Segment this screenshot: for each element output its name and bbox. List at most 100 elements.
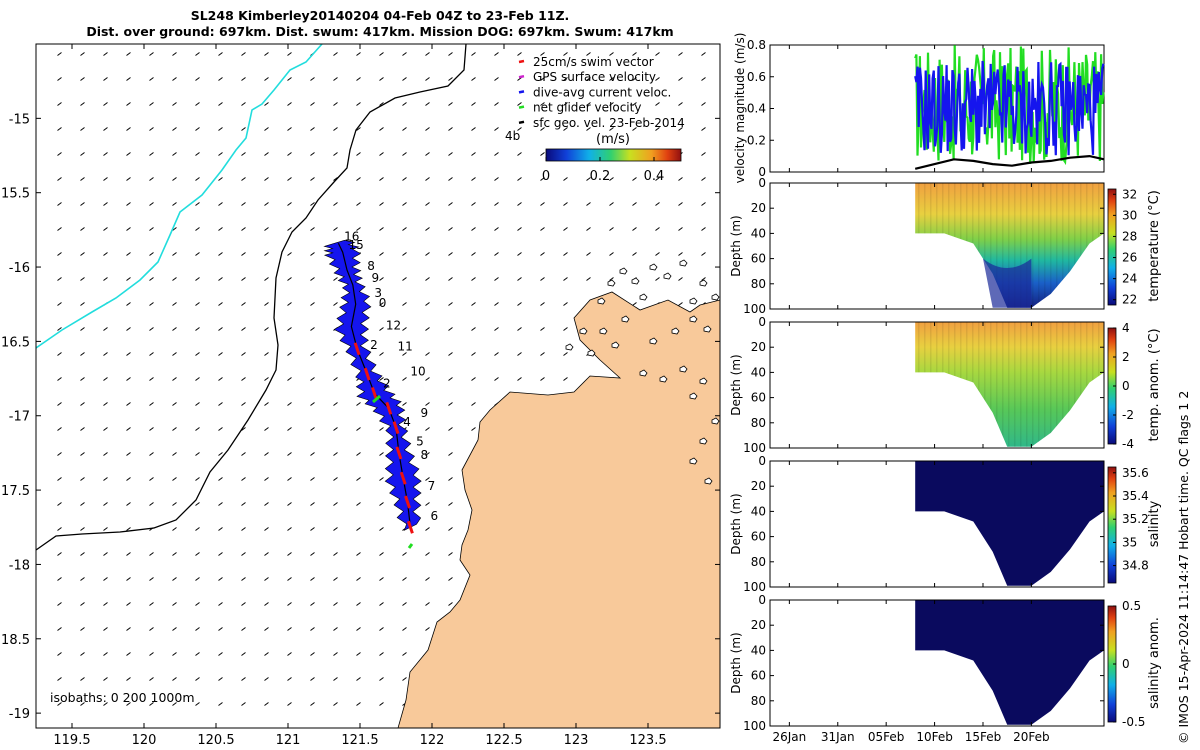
x-tick-label: 122 — [420, 733, 445, 748]
geo-vector — [149, 377, 154, 381]
geo-vector — [80, 577, 85, 581]
geo-vector — [264, 277, 269, 281]
geo-vector — [287, 427, 292, 431]
geo-vector — [333, 452, 338, 456]
geo-vector — [402, 352, 407, 356]
geo-vector — [379, 527, 384, 531]
geo-vector — [241, 227, 246, 231]
y-tick-label: 20 — [751, 201, 766, 215]
geo-vector — [701, 102, 706, 106]
geo-vector — [333, 402, 338, 406]
geo-vector — [563, 102, 568, 106]
geo-vector — [241, 502, 246, 506]
geo-vector — [218, 452, 223, 456]
geo-vector — [471, 377, 476, 381]
geo-vector — [356, 627, 361, 631]
colorbar-tick-label: 35.4 — [1122, 489, 1149, 503]
geo-vector — [149, 202, 154, 206]
geo-vector — [425, 427, 430, 431]
geo-vector — [149, 402, 154, 406]
geo-vector — [126, 552, 131, 556]
geo-vector — [563, 277, 568, 281]
geo-vector — [379, 152, 384, 156]
geo-vector — [57, 177, 62, 181]
geo-vector — [172, 677, 177, 681]
geo-vector — [448, 52, 453, 56]
geo-vector — [678, 202, 683, 206]
geo-vector — [310, 427, 315, 431]
geo-vector — [540, 327, 545, 331]
geo-vector — [218, 252, 223, 256]
geo-vector — [540, 177, 545, 181]
island — [611, 341, 620, 349]
y-tick-label: 100 — [743, 580, 766, 594]
colorbar-label: salinity anom. — [1147, 617, 1162, 709]
geo-vector — [471, 302, 476, 306]
geo-vector — [264, 452, 269, 456]
geo-vector — [701, 277, 706, 281]
geo-vector — [80, 302, 85, 306]
geo-vector — [241, 602, 246, 606]
x-tick-label: 05Feb — [868, 730, 905, 744]
geo-vector — [172, 527, 177, 531]
geo-vector — [379, 502, 384, 506]
geo-vector — [172, 477, 177, 481]
island — [659, 375, 668, 383]
geo-vector — [195, 677, 200, 681]
geo-vector — [264, 477, 269, 481]
island — [565, 343, 574, 351]
y-tick-label: 0 — [758, 454, 766, 468]
geo-vector — [264, 227, 269, 231]
geo-vector — [402, 102, 407, 106]
swim-vector — [399, 471, 407, 485]
geo-vector — [701, 77, 706, 81]
geo-vector — [379, 577, 384, 581]
geo-vector — [264, 77, 269, 81]
geo-vector — [333, 677, 338, 681]
geo-vector — [310, 702, 315, 706]
geo-vector — [287, 377, 292, 381]
geo-vector — [517, 102, 522, 106]
geo-vector — [402, 152, 407, 156]
geo-vector — [195, 327, 200, 331]
geo-vector — [356, 652, 361, 656]
geo-vector — [287, 577, 292, 581]
geo-vector — [80, 152, 85, 156]
geo-vector — [287, 227, 292, 231]
geo-vector — [448, 127, 453, 131]
geo-vector — [172, 502, 177, 506]
geo-vector — [57, 402, 62, 406]
colorbar-tick-label: 35.6 — [1122, 466, 1149, 480]
geo-vector — [425, 177, 430, 181]
geo-vector — [195, 252, 200, 256]
geo-vector — [379, 627, 384, 631]
day-label: 9 — [372, 271, 380, 285]
geo-vector — [379, 127, 384, 131]
geo-vector — [264, 602, 269, 606]
geo-vector — [287, 352, 292, 356]
geo-vector — [402, 327, 407, 331]
geo-vector — [264, 302, 269, 306]
geo-vector — [103, 702, 108, 706]
geo-vector — [57, 502, 62, 506]
swim-vector — [385, 401, 393, 415]
geo-vector — [425, 152, 430, 156]
geo-vector — [126, 177, 131, 181]
geo-vector — [264, 352, 269, 356]
geo-vector — [494, 127, 499, 131]
geo-vector — [80, 252, 85, 256]
geo-vector — [149, 127, 154, 131]
geo-vector — [356, 402, 361, 406]
geo-vector — [448, 152, 453, 156]
geo-vector — [678, 252, 683, 256]
geo-vector — [632, 127, 637, 131]
geo-vector — [218, 177, 223, 181]
geo-vector — [494, 352, 499, 356]
geo-vector — [356, 602, 361, 606]
geo-vector — [103, 77, 108, 81]
geo-vector — [701, 152, 706, 156]
